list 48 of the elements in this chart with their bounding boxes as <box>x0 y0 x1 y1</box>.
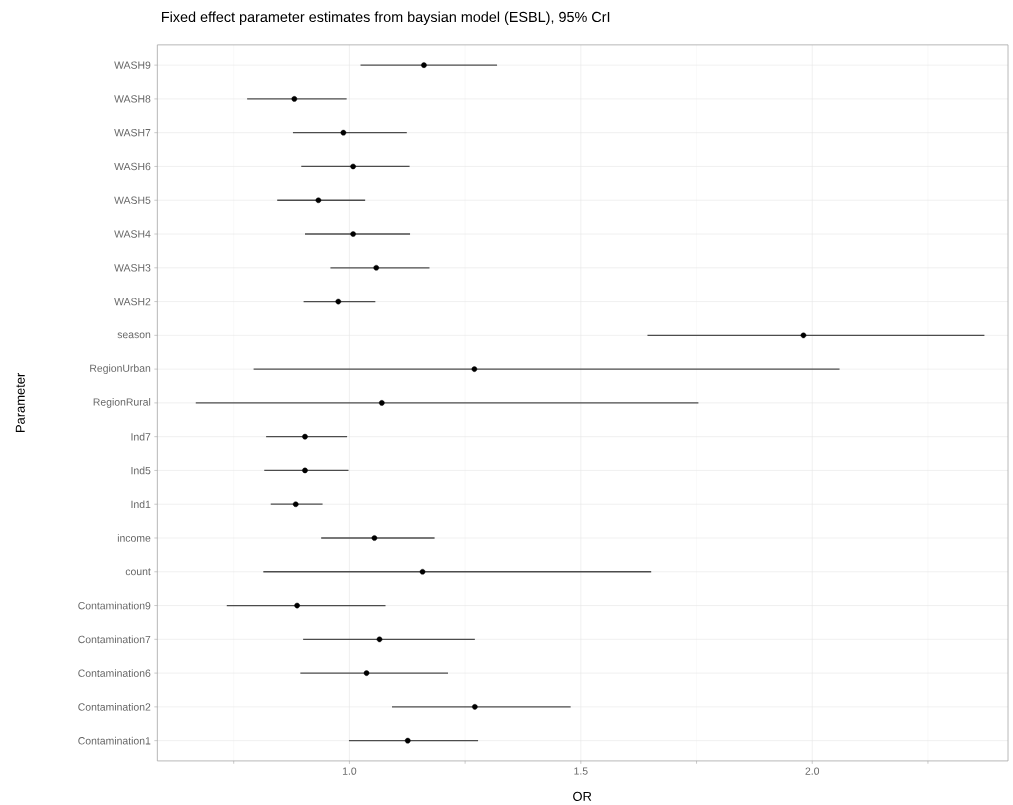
y-tick-label: WASH8 <box>114 95 151 103</box>
point <box>371 535 378 541</box>
chart-title: Fixed effect parameter estimates from baysian model (ESBL), 95% CrI <box>162 11 610 26</box>
point <box>373 265 380 271</box>
point <box>376 636 383 643</box>
point <box>302 467 308 474</box>
y-tick-label: season <box>117 332 151 339</box>
y-tick-label: Contamination2 <box>78 703 151 711</box>
y-tick-label: income <box>117 534 151 542</box>
point <box>350 163 356 170</box>
y-tick-label: WASH7 <box>114 129 151 137</box>
point <box>800 332 807 339</box>
point <box>472 704 478 710</box>
x-axis-title: OR <box>573 791 592 802</box>
y-tick-label: Contamination9 <box>78 601 151 610</box>
point <box>350 231 356 237</box>
point <box>363 670 370 676</box>
point <box>291 96 298 102</box>
y-tick-label: Contamination7 <box>78 635 151 644</box>
point <box>471 366 478 372</box>
y-axis-title: Parameter <box>15 373 25 433</box>
x-tick-label: 1.5 <box>574 767 588 775</box>
point <box>379 400 385 406</box>
point <box>340 129 347 136</box>
point <box>292 501 299 508</box>
y-tick-label: Contamination1 <box>78 736 151 745</box>
x-tick-label: 2.0 <box>805 767 820 775</box>
y-tick-label: Ind5 <box>131 466 151 475</box>
point <box>315 197 322 204</box>
y-tick-label: RegionUrban <box>90 364 151 375</box>
y-tick-label: Ind1 <box>131 500 151 509</box>
y-tick-label: WASH5 <box>114 196 151 205</box>
y-tick-label: Contamination6 <box>78 669 151 678</box>
x-tick-label: 1.0 <box>342 767 357 775</box>
point <box>421 62 427 69</box>
point <box>404 737 411 744</box>
y-tick-label: WASH2 <box>114 297 151 306</box>
y-tick-label: WASH4 <box>114 230 151 238</box>
point <box>419 569 426 575</box>
point <box>335 298 342 305</box>
y-tick-label: WASH3 <box>114 264 151 272</box>
y-tick-label: WASH9 <box>114 61 151 69</box>
y-tick-label: Ind7 <box>131 432 151 441</box>
y-tick-label: WASH6 <box>114 162 151 171</box>
y-tick-label: count <box>125 568 151 576</box>
point <box>302 433 308 440</box>
y-tick-label: RegionRural <box>93 398 151 408</box>
point <box>294 602 300 609</box>
